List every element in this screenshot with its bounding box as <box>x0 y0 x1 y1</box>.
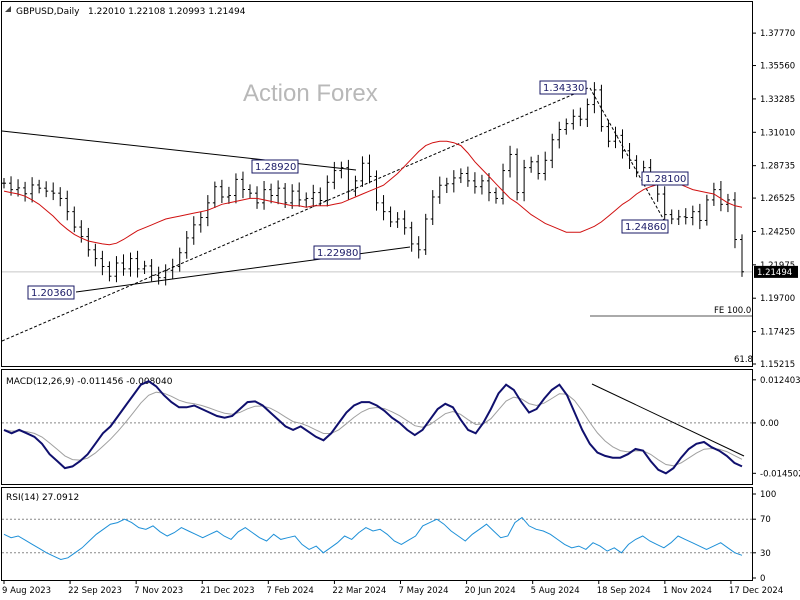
annotation-label: 1.28100 <box>645 174 686 185</box>
macd-signal-line <box>3 391 743 467</box>
x-tick-label: 20 Jun 2024 <box>465 586 516 596</box>
price-tick-label: 1.15215 <box>760 360 795 370</box>
annotation-box <box>539 80 587 95</box>
rsi-tick-label: 100 <box>760 490 776 500</box>
price-tick-label: 1.24250 <box>760 227 795 237</box>
rsi-panel-frame <box>1 487 753 581</box>
x-tick-label: 22 Sep 2023 <box>68 586 122 596</box>
price-tick-label: 1.21975 <box>760 261 795 271</box>
macd-line <box>3 380 743 475</box>
rsi-tick-label: 70 <box>760 515 771 525</box>
macd-panel-frame <box>1 369 753 485</box>
x-tick-label: 7 Feb 2024 <box>266 586 314 596</box>
annotation-label: 1.28920 <box>255 162 296 173</box>
annotation-label: 1.34330 <box>543 83 584 94</box>
x-tick-label: 22 Mar 2024 <box>332 586 386 596</box>
fib-label: 61.8 <box>734 355 753 365</box>
header-arrow-icon <box>5 6 11 12</box>
macd-header: MACD(12,26,9) -0.011456 -0.008040 <box>6 377 173 387</box>
x-tick-label: 5 Aug 2024 <box>531 586 580 596</box>
annotation-box <box>251 159 299 174</box>
price-header-symbol: GBPUSD,Daily <box>16 7 80 17</box>
price-tick-label: 1.37770 <box>760 29 795 39</box>
current-price-badge <box>754 265 798 278</box>
annotation-box <box>27 285 75 300</box>
price-tick-label: 1.17425 <box>760 328 795 338</box>
x-tick-label: 1 Nov 2024 <box>663 586 712 596</box>
moving-average-line <box>3 140 743 246</box>
x-tick-label: 17 Dec 2024 <box>729 586 783 596</box>
macd-trendline <box>591 383 745 457</box>
rsi-tick-label: 0 <box>760 574 765 584</box>
annotation-label: 1.20360 <box>31 288 72 299</box>
rsi-line <box>3 516 743 561</box>
price-tick-label: 1.35560 <box>760 62 795 72</box>
x-tick-label: 7 Nov 2023 <box>134 586 183 596</box>
current-price-label: 1.21494 <box>757 268 792 278</box>
x-tick-label: 7 May 2024 <box>399 586 449 596</box>
macd-tick-label: -0.014502 <box>760 469 800 479</box>
watermark: Action Forex <box>243 80 378 107</box>
price-tick-label: 1.33285 <box>760 95 795 105</box>
price-tick-label: 1.28735 <box>760 162 795 172</box>
x-tick-label: 18 Sep 2024 <box>597 586 651 596</box>
x-tick-label: 21 Dec 2023 <box>200 586 254 596</box>
annotation-box <box>641 171 689 186</box>
macd-tick-label: 0.012403 <box>760 376 800 386</box>
fe-label: FE 100.0 <box>714 306 751 316</box>
retrace-dashed-trendline <box>589 87 666 223</box>
annotation-box <box>621 219 669 234</box>
channel-dashed-trendline <box>1 87 589 342</box>
rsi-tick-label: 30 <box>760 549 771 559</box>
price-tick-label: 1.19700 <box>760 294 795 304</box>
rsi-header: RSI(14) 27.0912 <box>6 493 79 503</box>
annotation-label: 1.22980 <box>317 248 358 259</box>
price-tick-label: 1.31010 <box>760 128 795 138</box>
x-tick-label: 9 Aug 2023 <box>2 586 51 596</box>
annotation-label: 1.24860 <box>625 222 666 233</box>
price-header-ohlc: 1.22010 1.22108 1.20993 1.21494 <box>88 7 246 17</box>
annotation-box <box>313 245 361 260</box>
price-tick-label: 1.26525 <box>760 194 795 204</box>
macd-tick-label: 0.00 <box>760 419 779 429</box>
